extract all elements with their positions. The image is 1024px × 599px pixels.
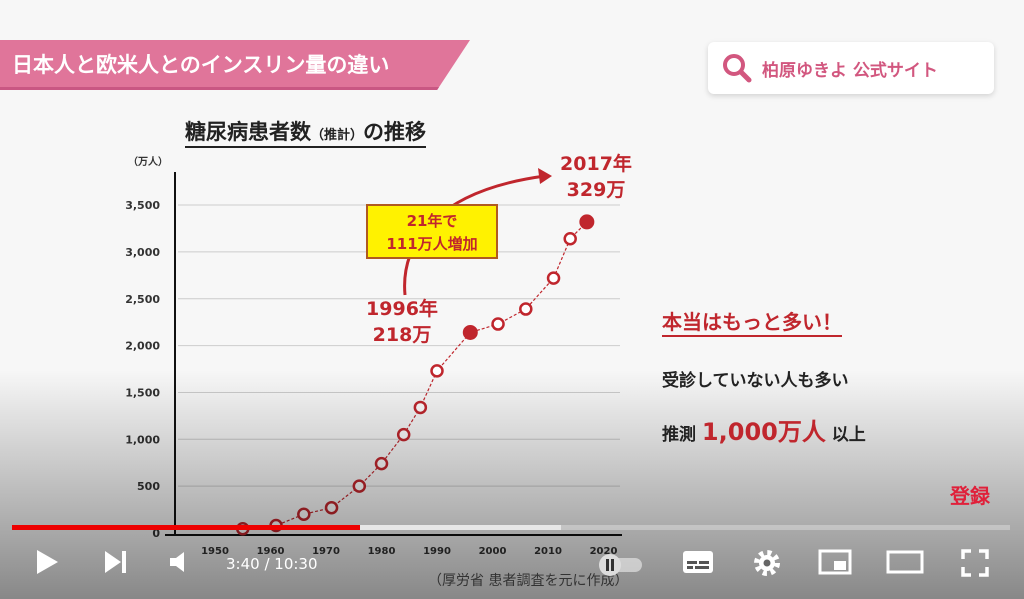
callout-line1: 21年で [407, 212, 458, 230]
arrow-head-icon [538, 168, 552, 184]
start-value-label: 218万 [373, 324, 432, 346]
chart-title-main: 糖尿病患者数 [185, 120, 311, 144]
y-tick-label: 2,000 [125, 340, 160, 353]
site-search-box[interactable]: 柏原ゆきよ 公式サイト [708, 42, 994, 94]
miniplayer-icon [818, 549, 852, 575]
fullscreen-button[interactable] [960, 548, 990, 578]
x-tick-label: 1990 [423, 546, 451, 557]
note-line2: 受診していない人も多い [662, 371, 849, 391]
note-headline: 本当はもっと多い！ [662, 306, 842, 337]
y-tick-label: 500 [137, 480, 160, 493]
y-tick-label: 1,000 [125, 433, 160, 446]
x-tick-label: 1950 [201, 546, 229, 557]
end-value-label: 329万 [567, 179, 626, 201]
autoplay-toggle-icon [599, 554, 642, 576]
play-button[interactable] [34, 548, 60, 576]
data-point [374, 456, 389, 471]
chart-source: （厚労省 患者調査を元に作成） [428, 573, 629, 589]
played-bar [12, 525, 361, 530]
progress-bar[interactable] [12, 525, 1010, 530]
y-axis-unit: （万人） [128, 155, 168, 168]
data-point [430, 364, 444, 378]
x-tick-label: 1960 [257, 546, 285, 557]
data-point [413, 400, 428, 415]
volume-icon [170, 552, 184, 572]
highlight-point [579, 214, 595, 230]
x-tick-label: 1970 [312, 546, 340, 557]
theater-icon [886, 550, 924, 574]
chart-title-sub: （推計） [311, 128, 364, 143]
autoplay-toggle[interactable] [598, 553, 644, 577]
note-post: 以上 [831, 425, 866, 445]
time-display: 3:40 / 10:30 [226, 555, 318, 573]
play-icon [37, 550, 58, 574]
y-tick-label: 3,000 [125, 246, 160, 259]
x-tick-label: 2010 [534, 546, 562, 557]
note-line3: 推測 1,000万人 以上 [662, 412, 866, 447]
search-label: 柏原ゆきよ 公式サイト [762, 60, 938, 81]
data-point [491, 317, 505, 331]
start-year-label: 1996年 [366, 297, 438, 320]
note-big: 1,000万人 [701, 418, 826, 446]
next-button[interactable] [102, 548, 128, 576]
video-banner-title: 日本人と欧米人とのインスリン量の違い [0, 40, 470, 90]
miniplayer-button[interactable] [818, 548, 852, 576]
data-point [396, 427, 411, 442]
volume-button[interactable] [168, 548, 192, 576]
subtitles-icon [683, 551, 713, 573]
highlight-point [462, 324, 478, 340]
next-icon [105, 551, 126, 573]
x-tick-label: 1980 [368, 546, 396, 557]
increase-callout-box [366, 204, 498, 259]
y-tick-label: 2,500 [125, 293, 160, 306]
chart-title-end: の推移 [363, 120, 427, 144]
controls-gradient [0, 370, 1024, 599]
data-point [297, 507, 311, 522]
note-pre: 推測 [662, 425, 696, 445]
chart-title: 糖尿病患者数（推計）の推移 [185, 116, 427, 148]
fullscreen-icon [961, 549, 989, 577]
x-tick-label: 2000 [479, 546, 507, 557]
data-point [563, 232, 577, 246]
data-point [546, 271, 561, 285]
search-icon [723, 54, 752, 83]
x-tick-label: 2020 [590, 546, 618, 557]
data-point [352, 479, 367, 493]
callout-line2: 111万人増加 [386, 235, 477, 253]
data-point [324, 500, 339, 515]
settings-button[interactable] [752, 548, 782, 578]
theater-mode-button[interactable] [886, 548, 924, 576]
y-tick-label: 1,500 [125, 386, 160, 399]
end-year-label: 2017年 [560, 152, 632, 175]
subscribe-watermark[interactable]: 登録 [950, 484, 990, 508]
y-tick-label: 0 [152, 527, 160, 540]
data-point [519, 302, 533, 316]
gear-icon [754, 550, 780, 576]
y-tick-label: 3,500 [125, 199, 160, 212]
subtitles-button[interactable] [682, 548, 714, 576]
